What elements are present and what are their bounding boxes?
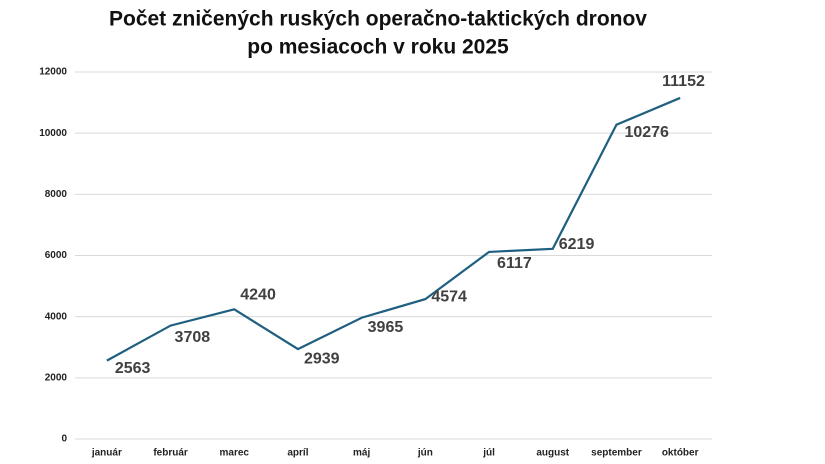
- y-tick-label: 2000: [45, 372, 68, 383]
- data-label: 10276: [624, 124, 669, 141]
- chart-title: po mesiacoch v roku 2025: [247, 36, 509, 59]
- y-tick-label: 10000: [39, 128, 67, 139]
- x-tick-label: september: [591, 448, 642, 459]
- x-tick-label: apríl: [287, 448, 308, 459]
- data-label: 11152: [662, 73, 705, 90]
- data-label: 2563: [115, 360, 151, 377]
- x-tick-label: máj: [353, 448, 370, 459]
- x-tick-label: január: [91, 448, 122, 459]
- data-label: 6117: [497, 255, 532, 272]
- chart-title: Počet zničených ruských operačno-taktick…: [109, 8, 647, 31]
- data-label: 3708: [175, 329, 211, 346]
- y-tick-label: 8000: [45, 189, 68, 200]
- y-tick-label: 12000: [39, 67, 67, 78]
- x-tick-label: február: [153, 448, 188, 459]
- x-tick-label: júl: [482, 448, 495, 459]
- y-tick-label: 4000: [45, 311, 68, 322]
- y-tick-label: 0: [61, 434, 67, 445]
- data-label: 4240: [240, 287, 276, 304]
- data-label: 2939: [304, 350, 340, 367]
- x-tick-label: október: [662, 448, 699, 459]
- x-tick-label: marec: [220, 448, 250, 459]
- x-tick-label: jún: [417, 448, 433, 459]
- x-tick-label: august: [536, 448, 569, 459]
- data-label: 3965: [368, 319, 404, 336]
- data-label: 6219: [559, 236, 595, 253]
- y-tick-label: 6000: [45, 250, 68, 261]
- data-label: 4574: [431, 288, 467, 305]
- data-line: [106, 96, 681, 362]
